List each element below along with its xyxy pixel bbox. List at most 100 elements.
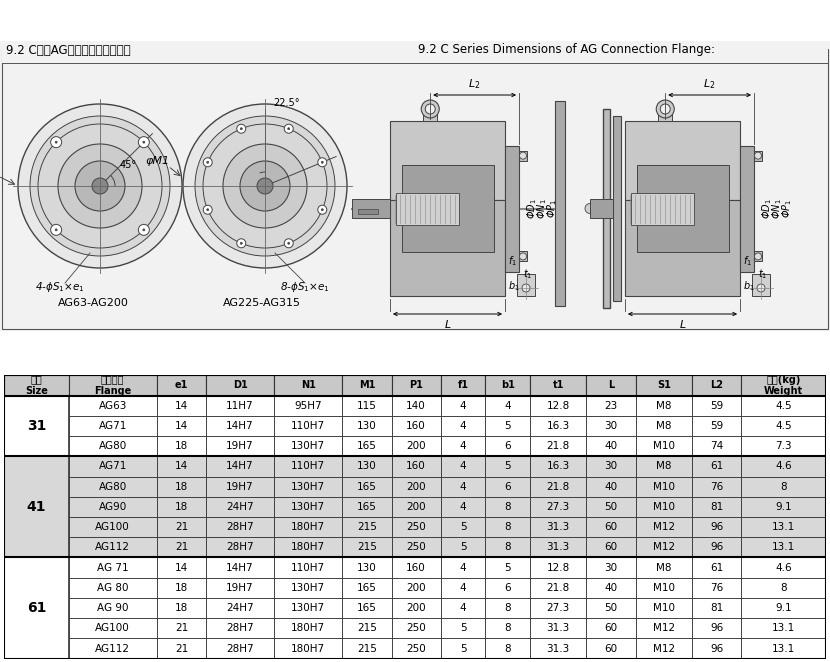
Bar [274, 477, 342, 496]
Bar [392, 496, 441, 517]
Text: L2: L2 [710, 381, 723, 391]
Bar [4, 375, 69, 396]
Text: 13.1: 13.1 [772, 624, 795, 634]
Text: $t_1$: $t_1$ [758, 267, 768, 281]
Text: 180H7: 180H7 [291, 542, 325, 552]
Bar [486, 396, 530, 416]
Text: 6: 6 [505, 583, 511, 593]
Text: 4: 4 [460, 482, 466, 492]
Text: 27.3: 27.3 [547, 603, 570, 613]
Bar [392, 477, 441, 496]
Text: 28H7: 28H7 [227, 542, 254, 552]
Bar [586, 578, 636, 598]
Bar [274, 436, 342, 456]
Bar [441, 557, 486, 578]
Text: 16.3: 16.3 [547, 461, 570, 471]
Text: 4: 4 [460, 563, 466, 573]
Text: 110H7: 110H7 [291, 563, 325, 573]
Circle shape [203, 158, 212, 167]
Text: 28H7: 28H7 [227, 624, 254, 634]
Bar [206, 416, 274, 436]
Text: M12: M12 [653, 643, 675, 653]
Circle shape [321, 162, 323, 164]
Bar [754, 252, 762, 261]
Text: 4: 4 [460, 603, 466, 613]
Bar [636, 396, 692, 416]
Text: 18: 18 [175, 583, 188, 593]
Bar [69, 598, 157, 618]
Text: 4: 4 [460, 421, 466, 431]
Text: 4: 4 [460, 461, 466, 471]
Bar [157, 538, 206, 557]
Circle shape [585, 203, 595, 214]
Bar [157, 436, 206, 456]
Bar [206, 538, 274, 557]
Bar [636, 638, 692, 659]
Bar [486, 416, 530, 436]
Bar [274, 538, 342, 557]
Circle shape [754, 152, 761, 159]
Bar [206, 598, 274, 618]
Circle shape [318, 158, 327, 167]
Text: 74: 74 [710, 441, 723, 451]
Text: 130H7: 130H7 [291, 583, 325, 593]
Text: t1: t1 [553, 381, 564, 391]
Text: 31.3: 31.3 [547, 542, 570, 552]
Bar [741, 578, 826, 598]
Text: 5: 5 [460, 624, 466, 634]
Bar [486, 517, 530, 538]
Bar [392, 598, 441, 618]
Text: 5: 5 [460, 542, 466, 552]
Text: 81: 81 [710, 502, 723, 512]
Bar [486, 578, 530, 598]
Circle shape [55, 141, 57, 143]
Bar [396, 193, 459, 224]
Text: 21.8: 21.8 [547, 441, 570, 451]
Text: AG100: AG100 [95, 522, 130, 532]
Text: 14H7: 14H7 [227, 563, 254, 573]
Text: N1: N1 [300, 381, 315, 391]
Bar [530, 496, 586, 517]
Text: 96: 96 [710, 624, 723, 634]
Text: AG112: AG112 [95, 542, 130, 552]
Text: 9.1: 9.1 [775, 603, 792, 613]
Bar [69, 578, 157, 598]
Bar [636, 598, 692, 618]
Text: 81: 81 [710, 603, 723, 613]
Bar [392, 557, 441, 578]
Bar [274, 517, 342, 538]
Bar [274, 638, 342, 659]
Bar [274, 396, 342, 416]
Text: $t_1$: $t_1$ [523, 267, 532, 281]
Bar [636, 517, 692, 538]
Text: 14H7: 14H7 [227, 421, 254, 431]
Bar [636, 375, 692, 396]
Bar [402, 165, 494, 252]
Text: 4.5: 4.5 [775, 401, 792, 410]
Text: M10: M10 [653, 603, 675, 613]
Bar [4, 396, 69, 456]
Bar [754, 151, 762, 161]
Text: 215: 215 [357, 624, 377, 634]
Bar [530, 557, 586, 578]
Text: 21.8: 21.8 [547, 583, 570, 593]
Text: 60: 60 [604, 643, 618, 653]
Circle shape [288, 242, 290, 244]
Text: 60: 60 [604, 522, 618, 532]
Bar [441, 477, 486, 496]
Text: 4: 4 [460, 401, 466, 410]
Bar [441, 538, 486, 557]
Text: ΦN$_1$: ΦN$_1$ [770, 198, 784, 219]
Text: 9.1: 9.1 [775, 502, 792, 512]
Bar [274, 578, 342, 598]
Text: f1: f1 [457, 381, 469, 391]
Circle shape [223, 144, 307, 228]
Text: 8-$\phi$S$_1$$\times$e$_1$: 8-$\phi$S$_1$$\times$e$_1$ [280, 280, 330, 294]
Text: 40: 40 [604, 441, 618, 451]
Circle shape [757, 284, 765, 292]
Text: 14: 14 [175, 461, 188, 471]
Text: M1: M1 [359, 381, 375, 391]
Bar [342, 538, 392, 557]
Circle shape [318, 205, 327, 214]
Text: 18: 18 [175, 441, 188, 451]
